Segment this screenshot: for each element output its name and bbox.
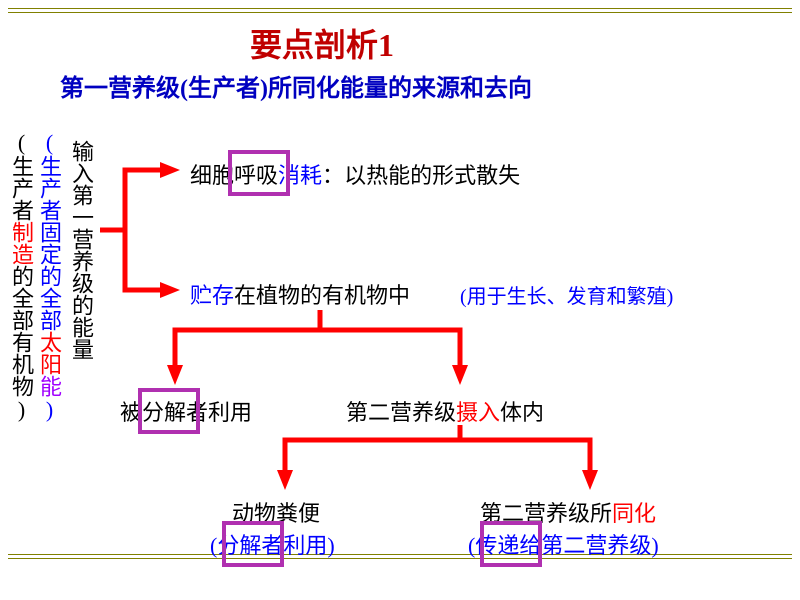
level3-right-red: 同化: [612, 501, 656, 526]
left-col1-brace-l: (: [9, 130, 34, 155]
branch1-box-text: 呼吸: [234, 163, 278, 188]
branch1-blue: 消耗: [278, 163, 322, 188]
level2-left-box-text: 分解: [142, 400, 186, 425]
level3-right-box-text: 传递: [475, 533, 519, 558]
left-col1-red: 制造: [9, 221, 34, 265]
level3-left-bottom: (分解者利用): [210, 528, 335, 560]
top-rule-2: [8, 12, 792, 13]
left-col2-a: 生产者: [37, 155, 62, 221]
level3-left-box-text: 分解: [217, 533, 261, 558]
bracket-arrow: [100, 150, 200, 310]
level2-right-red: 摄入: [456, 400, 500, 425]
left-col1-b: 的全部有机物: [9, 265, 34, 397]
level3-right-bottom: (传递给第二营养级): [468, 528, 659, 560]
page-subtitle: 第一营养级(生产者)所同化能量的来源和去向: [60, 68, 532, 103]
branch2-aside: (用于生长、发育和繁殖): [460, 280, 673, 309]
branch2-black: 在植物的有机物中: [234, 283, 410, 308]
level2-right-tail: 体内: [500, 400, 544, 425]
left-col2-purple: 能: [37, 375, 62, 397]
level2-left-tail: 者利用: [186, 400, 252, 425]
branch1-pre: 细胞: [190, 163, 234, 188]
branch1-line: 细胞呼吸消耗：以热能的形式散失: [190, 158, 520, 190]
left-col2-brace-l: (: [37, 130, 62, 155]
left-col1-a: 生产者: [9, 155, 34, 221]
page-title: 要点剖析1: [250, 20, 394, 66]
top-rule-1: [8, 8, 792, 9]
level3-left-top: 动物粪便: [232, 496, 320, 528]
level3-right-tail: 给第二营养级): [519, 533, 658, 558]
left-col2-red: 太阳: [37, 331, 62, 375]
branch2-blue: 贮存: [190, 283, 234, 308]
bottom-rule-2: [8, 558, 792, 559]
left-col1-brace-r: ): [9, 397, 34, 422]
level2-left-pre: 被: [120, 400, 142, 425]
bottom-rule-1: [8, 554, 792, 555]
left-col1: (生产者制造的全部有机物): [8, 130, 34, 422]
branch1-colon: ：: [322, 163, 344, 188]
level3-right-top: 第二营养级所同化: [480, 496, 656, 528]
level3-right-pre: 第二营养级所: [480, 501, 612, 526]
left-col2-b: 的: [37, 265, 62, 287]
level2-right: 第二营养级摄入体内: [346, 395, 544, 427]
left-col2-blue2: 全部: [37, 287, 62, 331]
left-col3: 输入第一营养级的能量: [68, 140, 94, 360]
left-col2: (生产者固定的全部太阳能): [36, 130, 62, 422]
branch1-tail: 以热能的形式散失: [344, 163, 520, 188]
split-arrow-3: [260, 420, 620, 500]
left-col2-blue1: 固定: [37, 221, 62, 265]
level3-left-tail: 者利用): [261, 533, 334, 558]
level2-left: 被分解者利用: [120, 395, 252, 427]
split-arrow-2: [160, 305, 500, 395]
branch2-line: 贮存在植物的有机物中: [190, 278, 410, 310]
level2-right-pre: 第二营养级: [346, 400, 456, 425]
left-col2-brace-r: ): [37, 397, 62, 422]
